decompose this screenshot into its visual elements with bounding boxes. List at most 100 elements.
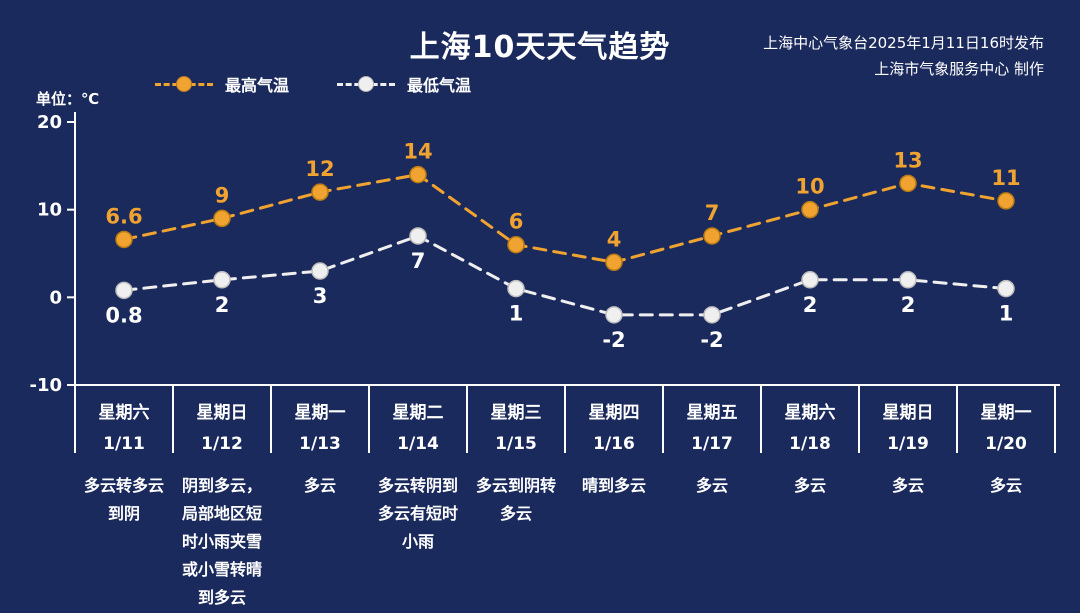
day-name: 星期日: [196, 403, 248, 423]
low-temp-point: [997, 279, 1015, 298]
high-temp-legend-marker-icon: [155, 75, 213, 93]
weather-desc: 多云: [695, 476, 728, 495]
weather-desc: 多云: [793, 476, 826, 495]
low-temp-line: [122, 234, 1008, 317]
chart-legend: 最高气温 最低气温: [155, 72, 471, 96]
day-column: 星期一 1/13 多云: [271, 398, 369, 500]
day-column: 星期日 1/12 阴到多云，局部地区短时小雨夹雪或小雪转晴到多云: [173, 398, 271, 612]
high-temp-value: 9: [215, 183, 230, 207]
weather-desc: 多云到阴转多云: [475, 476, 556, 523]
day-date: 1/20: [985, 434, 1027, 454]
day-name: 星期六: [98, 403, 150, 423]
high-temp-line: [122, 173, 1008, 264]
legend-low-label: 最低气温: [407, 76, 472, 95]
high-temp-point: [703, 227, 721, 245]
low-temp-point: [703, 306, 721, 324]
low-temp-point: [409, 227, 427, 245]
high-temp-point: [899, 174, 917, 193]
high-temp-value: 4: [607, 227, 622, 251]
high-temp-point: [115, 230, 133, 249]
day-column: 星期二 1/14 多云转阴到多云有短时小雨: [369, 398, 467, 556]
day-column: 星期四 1/16 晴到多云: [565, 398, 663, 500]
y-tick-label: 10: [37, 200, 62, 221]
high-temp-value: 10: [795, 175, 824, 199]
day-column: 星期一 1/20 多云: [957, 398, 1055, 500]
y-tick-label: 0: [49, 287, 62, 308]
day-date: 1/11: [103, 434, 145, 454]
y-tick-label: 20: [37, 112, 62, 133]
low-temp-point: [311, 262, 329, 280]
day-date: 1/18: [789, 434, 831, 454]
day-name: 星期一: [294, 403, 346, 423]
day-date: 1/16: [593, 434, 635, 454]
day-column: 星期六 1/11 多云转多云到阴: [75, 398, 173, 528]
publisher-line2: 上海市气象服务中心 制作: [874, 60, 1044, 78]
high-temp-point: [311, 183, 329, 201]
weather-desc: 多云: [989, 476, 1022, 495]
day-date: 1/14: [397, 434, 439, 454]
high-temp-value: 6: [509, 210, 524, 234]
publisher-info: 上海中心气象台2025年1月11日16时发布 上海市气象服务中心 制作: [763, 30, 1044, 82]
day-name: 星期日: [882, 403, 934, 423]
low-temp-value: 1: [509, 302, 524, 326]
high-temp-point: [409, 165, 427, 184]
low-temp-legend-marker-icon: [337, 75, 396, 93]
weather-desc: 多云: [303, 476, 336, 495]
day-name: 星期一: [980, 403, 1032, 423]
low-temp-point: [605, 306, 623, 324]
day-date: 1/15: [495, 434, 537, 454]
low-temp-value: -2: [602, 328, 625, 352]
low-temp-value: 1: [999, 302, 1014, 326]
high-temp-value: 12: [305, 157, 334, 181]
high-temp-point: [507, 235, 525, 254]
legend-item-low-temp: 最低气温: [337, 72, 471, 96]
day-date: 1/12: [201, 434, 243, 454]
high-temp-point: [213, 209, 231, 228]
y-tick-label: -10: [29, 375, 62, 396]
low-temp-point: [213, 271, 231, 289]
day-column: 星期六 1/18 多云: [761, 398, 859, 500]
day-date: 1/19: [887, 434, 929, 454]
day-date: 1/13: [299, 434, 341, 454]
high-temp-value: 13: [893, 148, 922, 172]
day-column: 星期日 1/19 多云: [859, 398, 957, 500]
day-name: 星期二: [392, 403, 444, 423]
low-temp-value: 2: [803, 293, 818, 317]
low-temp-point: [801, 271, 819, 289]
high-temp-value: 6.6: [105, 204, 142, 228]
low-temp-value: 2: [901, 293, 916, 317]
high-temp-point: [801, 200, 819, 219]
low-temp-value: 2: [215, 293, 230, 317]
weather-desc: 多云: [891, 476, 924, 495]
low-temp-point: [115, 281, 133, 300]
day-name: 星期六: [784, 403, 836, 423]
low-temp-point: [507, 279, 525, 298]
unit-label: 单位：℃: [36, 90, 100, 108]
page-title: 上海10天天气趋势: [409, 30, 671, 65]
high-temp-value: 11: [991, 166, 1020, 190]
weather-desc: 阴到多云，局部地区短时小雨夹雪或小雪转晴到多云: [181, 476, 262, 607]
day-date: 1/17: [691, 434, 733, 454]
day-column: 星期五 1/17 多云: [663, 398, 761, 500]
day-column: 星期三 1/15 多云到阴转多云: [467, 398, 565, 528]
high-temp-point: [605, 253, 623, 272]
high-temp-value: 14: [403, 140, 432, 164]
high-temp-value: 7: [705, 201, 720, 225]
low-temp-value: 0.8: [105, 303, 142, 327]
legend-high-label: 最高气温: [225, 76, 290, 95]
day-name: 星期四: [588, 403, 640, 423]
low-temp-value: 7: [411, 249, 426, 273]
day-name: 星期五: [686, 403, 738, 423]
weather-desc: 多云转阴到多云有短时小雨: [377, 476, 458, 551]
high-temp-point: [997, 192, 1015, 210]
low-temp-value: 3: [313, 284, 328, 308]
low-temp-point: [899, 271, 917, 289]
low-temp-value: -2: [700, 328, 723, 352]
weather-desc: 多云转多云到阴: [83, 476, 164, 523]
weather-desc: 晴到多云: [581, 476, 646, 495]
day-name: 星期三: [490, 403, 542, 423]
legend-item-high-temp: 最高气温: [155, 72, 289, 96]
low-temp-dot-icon: [358, 76, 375, 92]
high-temp-dot-icon: [176, 76, 192, 92]
